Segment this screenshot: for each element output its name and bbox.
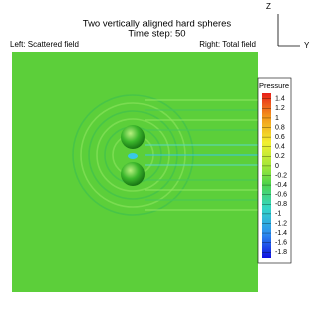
colorbar-tick-label: 0 bbox=[275, 163, 279, 170]
colorbar-tick-label: -1.2 bbox=[275, 220, 287, 227]
colorbar-tick-label: -0.8 bbox=[275, 201, 287, 208]
colorbar-tick-label: 0.2 bbox=[275, 153, 285, 160]
colorbar-tick-label: 0.4 bbox=[275, 144, 285, 151]
figure: Two vertically aligned hard spheres Time… bbox=[10, 2, 310, 292]
title: Two vertically aligned hard spheres bbox=[83, 19, 232, 30]
subtitle: Time step: 50 bbox=[128, 29, 185, 40]
sphere bbox=[121, 125, 145, 149]
colorbar-tick-label: -1.6 bbox=[275, 239, 287, 246]
colorbar-tick-label: 1.2 bbox=[275, 105, 285, 112]
colorbar-tick-label: 0.8 bbox=[275, 124, 285, 131]
axis-triad: Z Y bbox=[266, 2, 310, 50]
axis-z: Z bbox=[266, 2, 271, 11]
colorbar-tick-label: -0.4 bbox=[275, 182, 287, 189]
colorbar-tick-label: -1.8 bbox=[275, 249, 287, 256]
right-label: Right: Total field bbox=[199, 40, 256, 49]
left-label: Left: Scattered field bbox=[10, 40, 79, 49]
colorbar-tick-label: 1 bbox=[275, 115, 279, 122]
sphere bbox=[121, 162, 145, 186]
colorbar-tick-label: 0.6 bbox=[275, 134, 285, 141]
axis-y: Y bbox=[304, 41, 310, 50]
colorbar-tick-label: -1.4 bbox=[275, 230, 287, 237]
colorbar-tick-label: -0.2 bbox=[275, 172, 287, 179]
colorbar-tick-label: -1 bbox=[275, 211, 281, 218]
field bbox=[12, 52, 258, 292]
colorbar-title: Pressure bbox=[259, 81, 289, 90]
colorbar-tick-label: 1.4 bbox=[275, 96, 285, 103]
colorbar-legend: Pressure 1.4 1.2 1 0.8 0.6 0.4 0.2 0 -0.2 -0.4 -0.… bbox=[257, 77, 292, 264]
colorbar-tick-label: -0.6 bbox=[275, 192, 287, 199]
